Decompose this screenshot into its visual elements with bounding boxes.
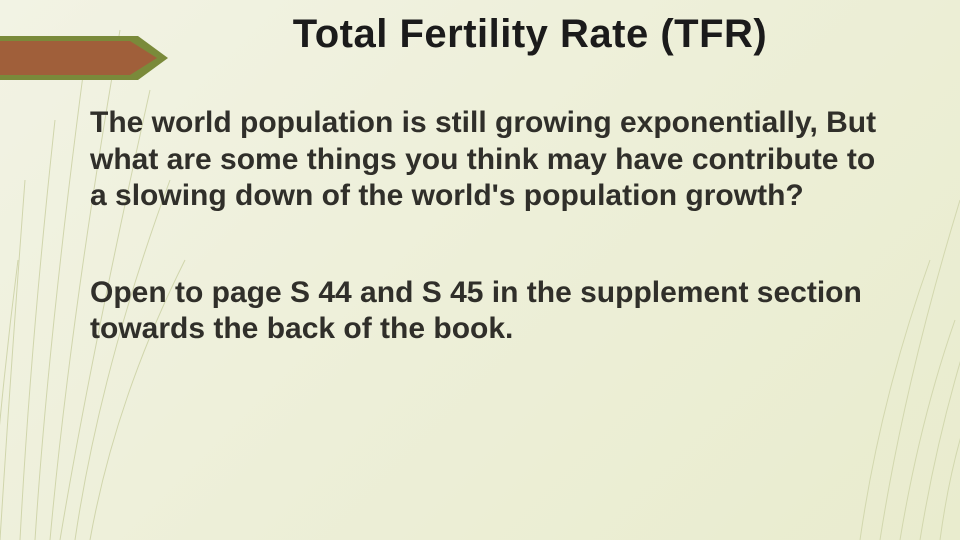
slide-content: Total Fertility Rate (TFR) The world pop…	[90, 12, 900, 408]
slide-title: Total Fertility Rate (TFR)	[160, 12, 900, 57]
slide-paragraph-2: Open to page S 44 and S 45 in the supple…	[90, 275, 900, 348]
slide-paragraph-1: The world population is still growing ex…	[90, 105, 900, 215]
